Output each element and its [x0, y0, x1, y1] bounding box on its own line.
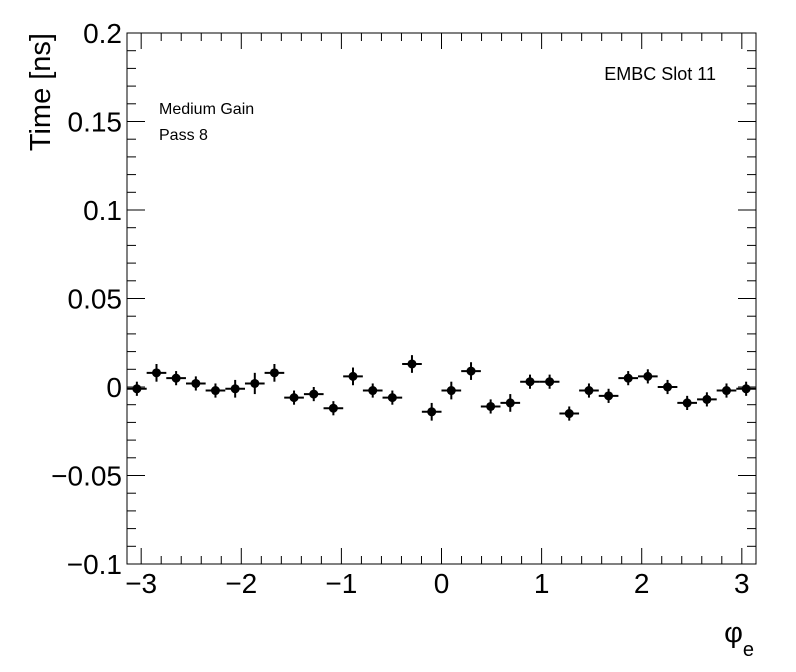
point-marker	[466, 366, 476, 376]
data-point	[520, 374, 540, 389]
data-point	[127, 381, 147, 396]
data-point	[205, 383, 226, 398]
point-marker	[191, 378, 201, 388]
data-point	[461, 362, 481, 380]
x-axis-label-main: φ	[724, 617, 743, 649]
data-point	[500, 394, 521, 412]
point-marker	[407, 359, 417, 369]
data-point	[716, 383, 737, 398]
y-tick-label: −0.1	[67, 549, 122, 580]
x-tick-label: −2	[225, 568, 257, 599]
axis-ticks	[127, 32, 756, 565]
data-point	[539, 374, 560, 389]
point-marker	[446, 386, 456, 396]
point-marker	[623, 373, 633, 383]
point-marker	[584, 386, 594, 396]
data-point	[323, 401, 344, 416]
point-marker	[427, 407, 437, 417]
data-point	[637, 369, 658, 384]
data-point	[598, 388, 619, 403]
point-marker	[269, 368, 279, 378]
point-marker	[486, 401, 496, 411]
data-point	[697, 392, 717, 407]
point-marker	[722, 386, 732, 396]
y-tick-label: 0.15	[68, 107, 123, 138]
annotation-gain: Medium Gain	[159, 101, 254, 118]
point-marker	[289, 393, 299, 403]
x-tick-label: 2	[634, 568, 650, 599]
x-tick-label: 1	[534, 568, 550, 599]
annotation-slot: EMBC Slot 11	[604, 64, 716, 84]
tick-labels: −3 −2 −1 0 1 2 3 −0.1 −0.05 0 0.05 0.1 0.15 0.2	[51, 18, 749, 599]
data-point	[284, 390, 304, 405]
x-tick-label: −1	[325, 568, 357, 599]
point-marker	[328, 403, 338, 413]
x-tick-label: −3	[125, 568, 157, 599]
data-point	[146, 363, 167, 382]
data-point	[186, 376, 206, 391]
data-point	[441, 381, 462, 400]
point-marker	[348, 371, 358, 381]
point-marker	[663, 382, 673, 392]
x-axis-label-subscript: e	[743, 639, 754, 661]
data-point	[343, 367, 363, 386]
data-point	[480, 399, 501, 414]
data-point	[402, 355, 422, 373]
data-point	[736, 381, 756, 396]
data-point	[166, 371, 186, 386]
point-marker	[368, 386, 378, 396]
point-marker	[682, 398, 692, 408]
x-tick-label: 3	[734, 568, 750, 599]
point-marker	[505, 398, 515, 408]
data-point	[579, 383, 599, 398]
y-tick-label: 0.1	[83, 195, 122, 226]
annotation-pass: Pass 8	[159, 127, 208, 144]
y-tick-label: 0.05	[68, 284, 123, 315]
data-point	[618, 371, 639, 386]
y-axis-label: Time [ns]	[25, 33, 57, 151]
x-tick-label: 0	[434, 568, 450, 599]
data-point	[677, 395, 697, 411]
point-marker	[545, 377, 555, 387]
y-tick-label: 0.2	[83, 18, 122, 49]
data-point	[264, 363, 285, 382]
y-tick-label: −0.05	[51, 461, 122, 492]
data-point	[244, 372, 265, 395]
x-axis-label: φe	[724, 617, 754, 661]
point-marker	[230, 384, 240, 394]
data-point	[421, 402, 442, 421]
data-point	[382, 390, 403, 405]
point-marker	[564, 409, 574, 419]
point-marker	[525, 377, 535, 387]
point-marker	[643, 371, 653, 381]
data-point	[657, 379, 678, 395]
point-marker	[741, 384, 751, 394]
point-marker	[702, 394, 712, 404]
point-marker	[210, 386, 220, 396]
point-marker	[250, 378, 260, 388]
point-marker	[309, 389, 319, 399]
data-point	[225, 379, 246, 398]
point-marker	[151, 368, 161, 378]
data-points	[127, 355, 756, 421]
data-point	[559, 406, 580, 421]
y-tick-label: 0	[106, 372, 122, 403]
point-marker	[171, 373, 181, 383]
point-marker	[132, 384, 142, 394]
point-marker	[604, 391, 614, 401]
data-point	[303, 387, 324, 402]
point-marker	[387, 393, 397, 403]
data-point	[362, 383, 383, 398]
